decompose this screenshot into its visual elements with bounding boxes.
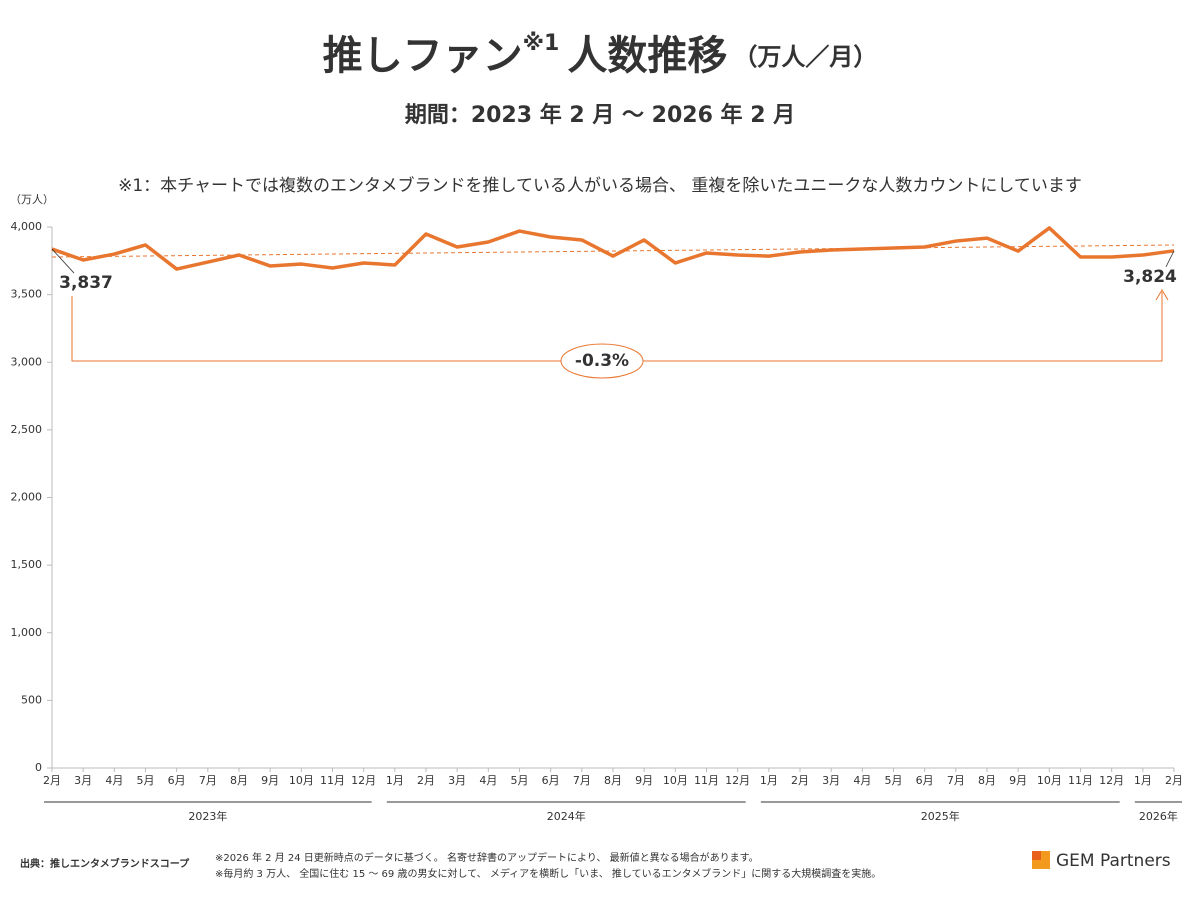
x-tick-label: 10月 — [289, 774, 314, 787]
y-tick-label: 1,000 — [11, 626, 43, 639]
chart-title: 推しファン※1 人数推移 （万人／月） — [323, 31, 878, 79]
x-tick-label: 7月 — [573, 774, 591, 787]
title-superscript: ※1 — [523, 31, 560, 56]
title-part: 推しファン — [323, 33, 523, 79]
x-tick-label: 12月 — [351, 774, 376, 787]
x-tick-label: 10月 — [1037, 774, 1062, 787]
label-leader — [1165, 250, 1175, 267]
y-tick-label: 3,500 — [11, 288, 43, 301]
x-tick-label: 7月 — [947, 774, 965, 787]
title-part: 人数推移 — [567, 33, 727, 79]
y-tick-label: 2,500 — [11, 423, 43, 436]
y-tick-label: 4,000 — [11, 220, 43, 233]
change-label: -0.3% — [575, 351, 629, 371]
x-tick-label: 9月 — [635, 774, 653, 787]
year-group-label: 2024年 — [547, 809, 586, 823]
x-tick-label: 3月 — [822, 774, 840, 787]
x-tick-label: 3月 — [74, 774, 92, 787]
line — [51, 226, 1175, 271]
source: 出典：推しエンタメブランドスコープ — [20, 857, 190, 870]
footnote: ※2026 年 2 月 24 日更新時点のデータに基づく。 名寄せ辞書のアップデ… — [215, 851, 759, 864]
x-tick-label: 6月 — [168, 774, 186, 787]
change-ellipse — [560, 343, 644, 379]
x-tick-label: 11月 — [320, 774, 345, 787]
year-group-label: 2023年 — [188, 809, 227, 823]
value-label: 3,824 — [1123, 267, 1177, 287]
x-tick-label: 12月 — [725, 774, 750, 787]
y-tick-label: 2,000 — [11, 491, 43, 504]
x-tick-label: 7月 — [199, 774, 217, 787]
x-tick-label: 8月 — [230, 774, 248, 787]
x-tick-label: 2月 — [1165, 774, 1183, 787]
year-group-label: 2026年 — [1139, 809, 1178, 823]
x-tick-label: 2月 — [791, 774, 809, 787]
x-tick-label: 5月 — [511, 774, 529, 787]
x-tick-label: 2月 — [417, 774, 435, 787]
x-tick-label: 3月 — [448, 774, 466, 787]
x-tick-label: 8月 — [604, 774, 622, 787]
x-tick-label: 5月 — [137, 774, 155, 787]
x-tick-label: 9月 — [261, 774, 279, 787]
x-tick-label: 6月 — [916, 774, 934, 787]
y-tick-label: 500 — [21, 693, 42, 706]
footnote: ※毎月約 3 万人、 全国に住む 15 ～ 69 歳の男女に対して、 メディアを… — [215, 867, 881, 880]
x-tick-label: 11月 — [1068, 774, 1093, 787]
label-leader — [51, 248, 75, 274]
x-tick-label: 4月 — [479, 774, 497, 787]
trendline — [51, 244, 1175, 258]
title-unit: （万人／月） — [733, 43, 877, 71]
x-tick-label: 6月 — [542, 774, 560, 787]
x-tick-label: 4月 — [105, 774, 123, 787]
x-tick-label: 1月 — [386, 774, 404, 787]
y-tick-label: 3,000 — [11, 355, 43, 368]
value-label: 3,837 — [59, 273, 113, 293]
logo: GEM Partners — [1056, 851, 1171, 871]
x-tick-label: 5月 — [885, 774, 903, 787]
logo-mark — [1032, 851, 1041, 860]
x-tick-label: 1月 — [1134, 774, 1152, 787]
change-arrow — [1155, 289, 1169, 301]
x-tick-label: 8月 — [978, 774, 996, 787]
y-axis-label: （万人） — [10, 193, 54, 206]
subtitle: 期間：2023 年 2 月 ～ 2026 年 2 月 — [405, 102, 795, 128]
x-tick-label: 9月 — [1009, 774, 1027, 787]
note: ※1：本チャートでは複数のエンタメブランドを推している人がいる場合、 重複を除い… — [118, 175, 1082, 196]
x-tick-label: 11月 — [694, 774, 719, 787]
x-tick-label: 1月 — [760, 774, 778, 787]
y-tick-label: 0 — [35, 761, 42, 774]
x-tick-label: 12月 — [1099, 774, 1124, 787]
x-tick-label: 2月 — [43, 774, 61, 787]
x-tick-label: 4月 — [853, 774, 871, 787]
year-group-label: 2025年 — [921, 809, 960, 823]
y-tick-label: 1,500 — [11, 558, 43, 571]
x-tick-label: 10月 — [663, 774, 688, 787]
